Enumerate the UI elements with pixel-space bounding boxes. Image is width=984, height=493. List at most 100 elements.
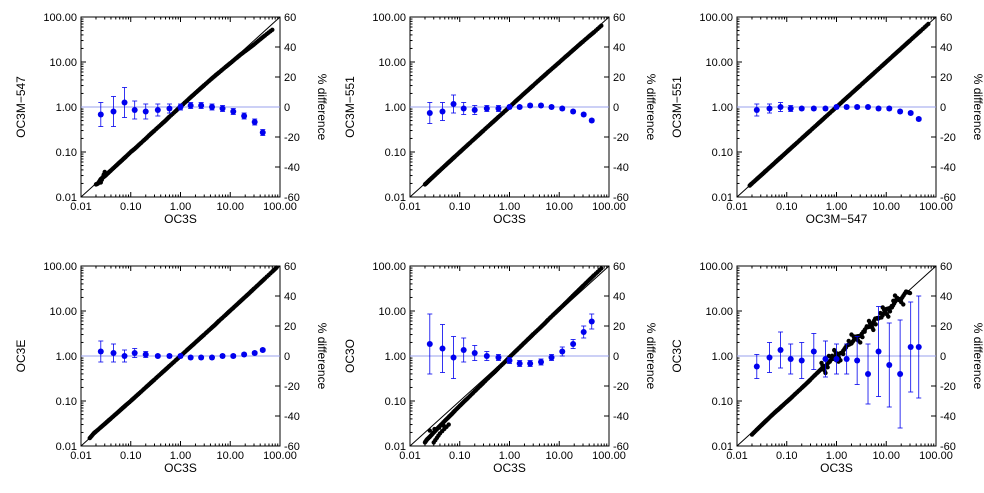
difference-point xyxy=(439,345,446,352)
y2-tick-label: 40 xyxy=(613,291,625,303)
y-tick-label: 100.00 xyxy=(43,261,77,273)
y2-tick-label: -40 xyxy=(940,411,956,423)
difference-point xyxy=(538,102,545,109)
y2-tick-label: -20 xyxy=(940,381,956,393)
difference-point xyxy=(865,104,872,110)
y2-tick-label: 40 xyxy=(940,291,952,303)
y2-tick-label: 20 xyxy=(613,72,625,84)
y-axis-label: OC3M−551 xyxy=(670,76,684,138)
x-tick-label: 10.00 xyxy=(216,201,244,213)
difference-point xyxy=(450,354,457,361)
difference-point xyxy=(506,104,513,110)
y-tick-label: 0.10 xyxy=(56,396,77,408)
difference-point xyxy=(439,108,446,115)
difference-point xyxy=(810,348,817,355)
x-axis-label: OC3S xyxy=(164,212,197,226)
difference-point xyxy=(131,350,138,356)
difference-point xyxy=(198,354,205,361)
difference-point xyxy=(822,105,829,112)
difference-point xyxy=(822,356,829,362)
chart-panel-4: 0.01 0.10 1.00 10.00 100.00 0.01 0.10 1.00 10.00… xyxy=(14,261,329,475)
y-tick-label: 1.00 xyxy=(385,351,406,363)
y-tick-label: 10.00 xyxy=(705,306,733,318)
difference-point xyxy=(798,357,805,364)
difference-point xyxy=(915,116,922,122)
y2-tick-label: 0 xyxy=(940,102,946,114)
difference-point xyxy=(516,360,523,367)
y2-tick-label: 60 xyxy=(940,261,952,273)
y2-tick-label: 40 xyxy=(284,42,296,54)
y2-tick-label: -40 xyxy=(284,162,300,174)
difference-point xyxy=(833,356,840,362)
y2-tick-label: 0 xyxy=(284,102,290,114)
difference-point xyxy=(177,353,184,359)
difference-point xyxy=(548,104,555,110)
x-tick-label: 100.00 xyxy=(919,450,953,462)
y-tick-label: 100.00 xyxy=(372,261,406,273)
difference-point xyxy=(219,105,226,112)
x-tick-label: 100.00 xyxy=(263,450,297,462)
difference-point xyxy=(209,104,216,110)
difference-point xyxy=(843,104,850,110)
difference-point xyxy=(559,348,566,355)
y-tick-label: 0.01 xyxy=(385,441,406,453)
difference-point xyxy=(897,371,904,377)
difference-point xyxy=(753,363,760,370)
y2-tick-label: 40 xyxy=(940,42,952,54)
y2-tick-label: 0 xyxy=(613,351,619,363)
y2-tick-label: -60 xyxy=(940,441,956,453)
y-tick-label: 0.10 xyxy=(56,147,77,159)
scatter-point xyxy=(858,340,863,345)
y-tick-label: 100.00 xyxy=(699,12,733,24)
x-tick-label: 1.00 xyxy=(170,450,191,462)
difference-point xyxy=(230,353,237,359)
difference-point xyxy=(907,110,914,116)
difference-point xyxy=(766,105,773,112)
difference-point xyxy=(570,341,577,347)
y2-tick-label: -20 xyxy=(613,381,629,393)
y-tick-label: 10.00 xyxy=(705,57,733,69)
x-tick-label: 0.01 xyxy=(726,450,747,462)
x-tick-label: 0.01 xyxy=(399,201,420,213)
y-axis-label: OC3M−547 xyxy=(14,76,28,138)
difference-point xyxy=(241,113,248,119)
y2-tick-label: -40 xyxy=(284,411,300,423)
y2-tick-label: 20 xyxy=(613,321,625,333)
y2-tick-label: 40 xyxy=(613,42,625,54)
scatter-point xyxy=(891,298,896,304)
y2-tick-label: 60 xyxy=(284,12,296,24)
scatter-point xyxy=(432,426,437,432)
difference-point xyxy=(538,359,545,365)
difference-point xyxy=(219,353,226,359)
x-tick-label: 0.10 xyxy=(120,201,141,213)
difference-point xyxy=(875,348,882,355)
x-tick-label: 10.00 xyxy=(545,450,573,462)
scatter-point xyxy=(843,345,849,350)
difference-point xyxy=(854,104,861,110)
difference-point xyxy=(787,105,794,112)
y2-tick-label: 20 xyxy=(284,321,296,333)
x-tick-label: 1.00 xyxy=(499,201,520,213)
difference-point xyxy=(875,105,882,112)
difference-point xyxy=(97,111,104,118)
difference-point xyxy=(483,353,490,359)
y2-tick-label: 60 xyxy=(284,261,296,273)
scatter-point xyxy=(846,338,851,344)
y-tick-label: 0.10 xyxy=(385,147,406,159)
x-tick-label: 1.00 xyxy=(170,201,191,213)
y-tick-label: 0.10 xyxy=(712,147,733,159)
y-tick-label: 0.10 xyxy=(385,396,406,408)
y-axis-label: OC3M−551 xyxy=(343,76,357,138)
y-tick-label: 100.00 xyxy=(372,12,406,24)
x-axis-label: OC3S xyxy=(164,461,197,475)
difference-point xyxy=(506,357,513,364)
difference-point xyxy=(516,104,523,110)
scatter-point xyxy=(840,351,846,357)
y-tick-label: 0.10 xyxy=(712,396,733,408)
x-tick-label: 0.10 xyxy=(776,201,797,213)
difference-point xyxy=(527,360,534,367)
x-tick-label: 10.00 xyxy=(872,450,900,462)
y2-tick-label: -60 xyxy=(940,192,956,204)
difference-point xyxy=(187,102,194,109)
